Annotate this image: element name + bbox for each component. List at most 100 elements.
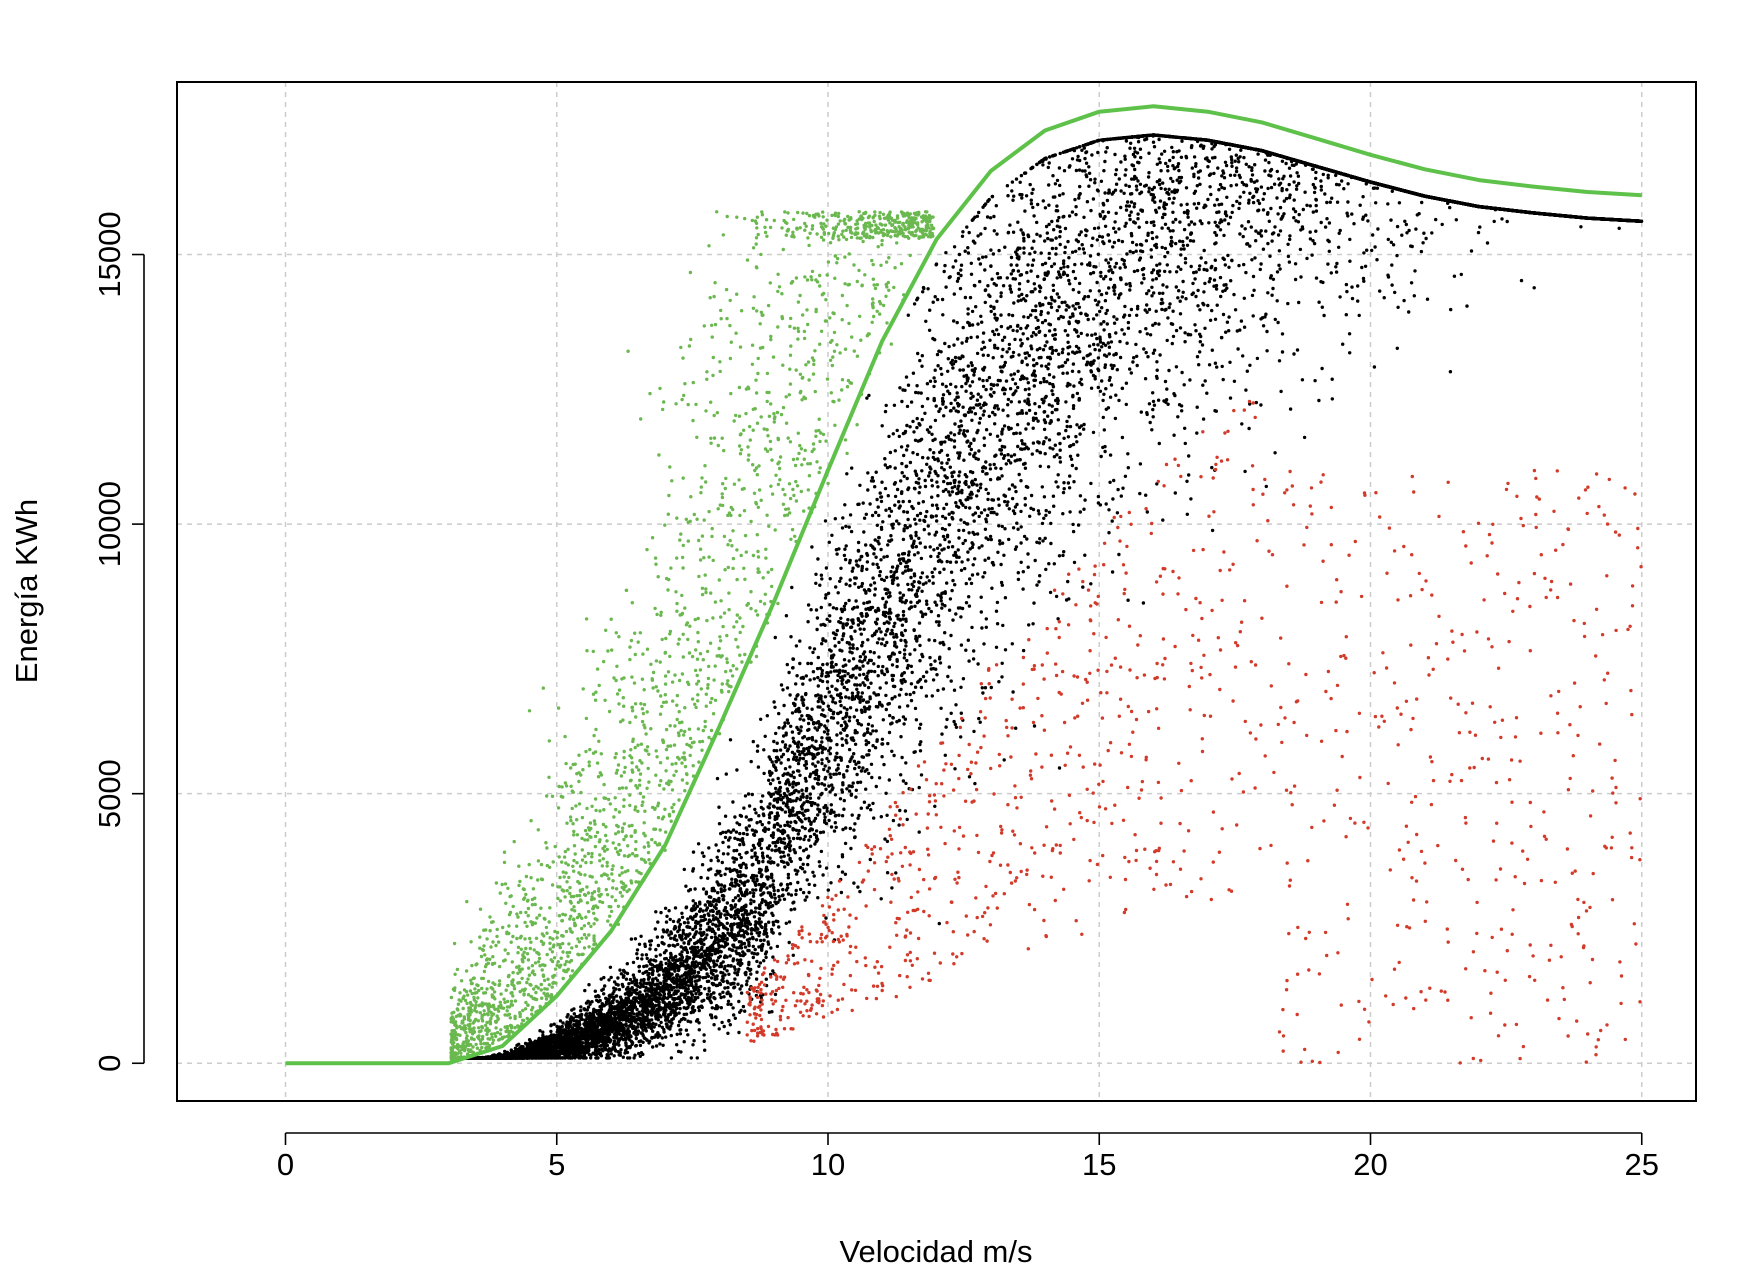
normal-point (1050, 389, 1053, 392)
normal-point (844, 873, 847, 876)
normal-point (1000, 452, 1003, 455)
normal-point (651, 1045, 654, 1048)
normal-point (1058, 554, 1061, 557)
normal-point (1038, 574, 1041, 577)
normal-point (1090, 153, 1093, 156)
normal-point (740, 991, 743, 994)
normal-point (1113, 265, 1116, 268)
normal-point (925, 694, 928, 697)
normal-point (717, 928, 720, 931)
normal-point (1373, 245, 1376, 248)
normal-point (882, 763, 885, 766)
normal-point (771, 904, 774, 907)
normal-point (1101, 399, 1104, 402)
normal-point (1618, 227, 1621, 230)
normal-point (1061, 554, 1064, 557)
normal-point (980, 348, 983, 351)
normal-point (772, 700, 775, 703)
normal-point (1056, 276, 1059, 279)
normal-point (710, 936, 713, 939)
normal-point (786, 883, 789, 886)
normal-point (1277, 264, 1280, 267)
normal-point (785, 922, 788, 925)
normal-point (913, 605, 916, 608)
normal-point (1110, 383, 1113, 386)
normal-point (1132, 356, 1135, 359)
normal-point (1244, 388, 1247, 391)
normal-point (721, 841, 724, 844)
normal-point (1055, 204, 1058, 207)
normal-point (1219, 276, 1222, 279)
normal-point (1094, 299, 1097, 302)
normal-point (705, 933, 708, 936)
normal-point (806, 863, 809, 866)
normal-point (1301, 225, 1304, 228)
normal-point (916, 681, 919, 684)
normal-point (870, 776, 873, 779)
normal-point (857, 586, 860, 589)
normal-point (670, 1034, 673, 1037)
normal-point (875, 498, 878, 501)
normal-point (917, 502, 920, 505)
normal-point (710, 1001, 713, 1004)
normal-point (884, 410, 887, 413)
normal-point (854, 763, 857, 766)
normal-point (1198, 264, 1201, 267)
normal-point (1254, 239, 1257, 242)
normal-point (767, 821, 770, 824)
normal-point (973, 241, 976, 244)
normal-point (850, 466, 853, 469)
normal-point (1070, 458, 1073, 461)
normal-point (1002, 554, 1005, 557)
normal-point (877, 637, 880, 640)
normal-point (967, 251, 970, 254)
normal-point (959, 615, 962, 618)
normal-point (856, 605, 859, 608)
normal-point (1500, 217, 1503, 220)
normal-point (894, 871, 897, 874)
normal-point (635, 1037, 638, 1040)
normal-point (1034, 412, 1037, 415)
normal-point (951, 475, 954, 478)
normal-point (999, 295, 1002, 298)
normal-point (895, 665, 898, 668)
normal-point (983, 436, 986, 439)
normal-point (1030, 192, 1033, 195)
normal-point (1047, 183, 1050, 186)
normal-point (561, 1021, 564, 1024)
normal-point (720, 1006, 723, 1009)
normal-point (639, 1044, 642, 1047)
normal-point (938, 922, 941, 925)
normal-point (916, 417, 919, 420)
normal-point (1031, 309, 1034, 312)
normal-point (1135, 188, 1138, 191)
normal-point (1288, 238, 1291, 241)
normal-point (975, 494, 978, 497)
normal-point (1013, 453, 1016, 456)
normal-point (777, 814, 780, 817)
normal-point (1128, 185, 1131, 188)
normal-point (1049, 522, 1052, 525)
normal-point (1109, 453, 1112, 456)
normal-point (1185, 186, 1188, 189)
normal-point (1147, 152, 1150, 155)
normal-point (881, 424, 884, 427)
normal-point (1102, 203, 1105, 206)
normal-point (989, 478, 992, 481)
normal-point (747, 976, 750, 979)
normal-point (813, 819, 816, 822)
normal-point (1166, 263, 1169, 266)
normal-point (979, 721, 982, 724)
normal-point (924, 546, 927, 549)
normal-point (902, 614, 905, 617)
normal-point (989, 216, 992, 219)
normal-point (1219, 228, 1222, 231)
normal-point (1045, 509, 1048, 512)
normal-point (861, 681, 864, 684)
normal-point (684, 937, 687, 940)
normal-point (935, 603, 938, 606)
normal-point (879, 686, 882, 689)
normal-point (757, 934, 760, 937)
normal-point (1281, 350, 1284, 353)
normal-point (587, 983, 590, 986)
